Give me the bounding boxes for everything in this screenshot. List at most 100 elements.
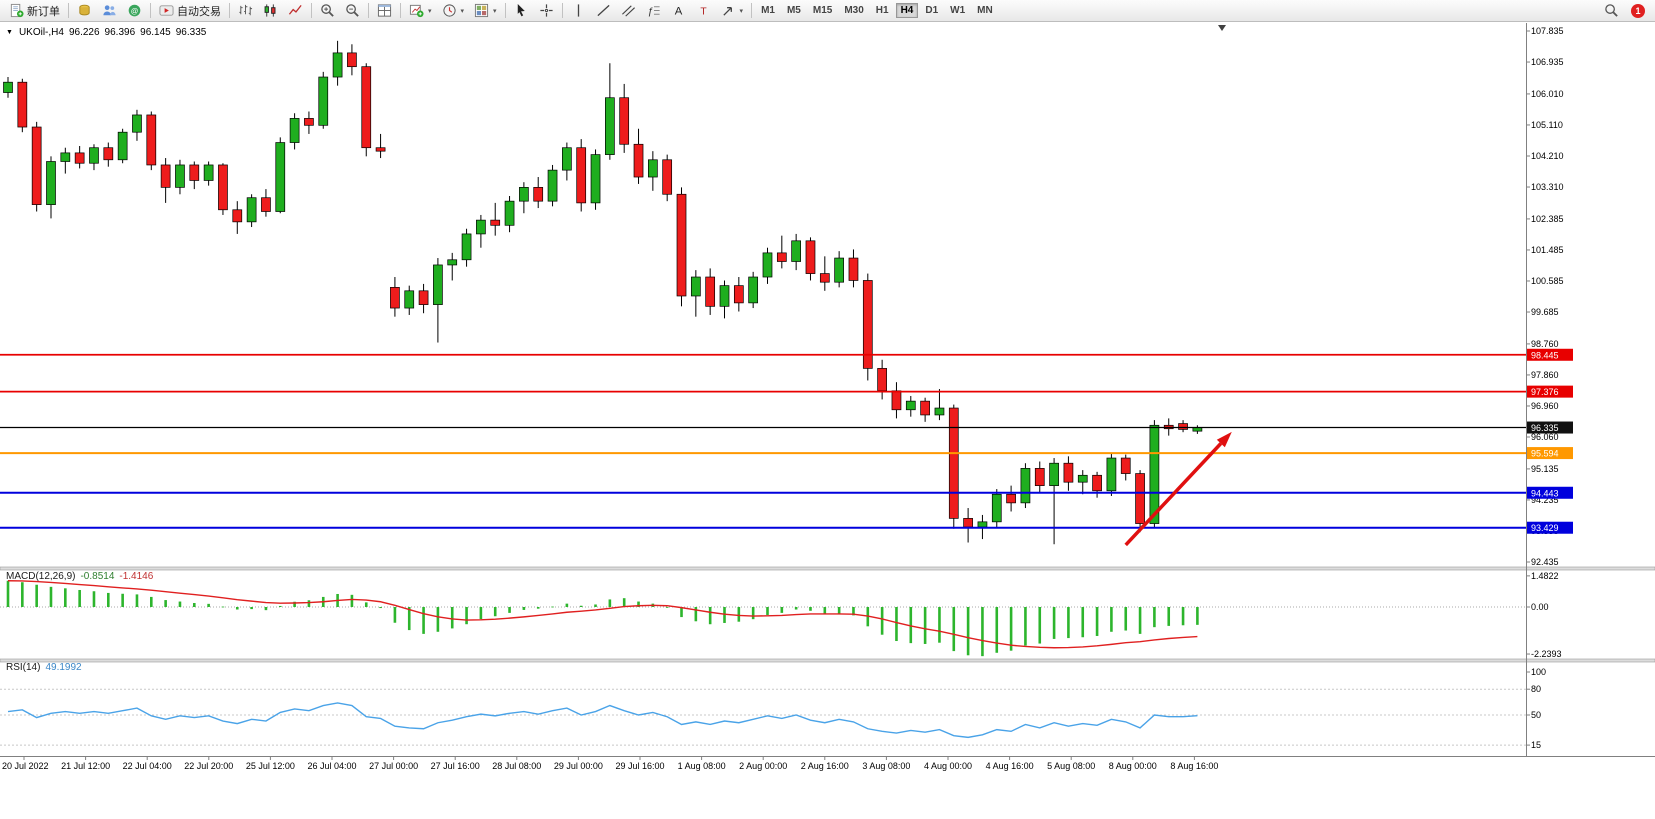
time-scale[interactable]: 20 Jul 2022 21 Jul 12:00 22 Jul 04:00 22 Ju…	[2, 756, 1218, 772]
tab-timeframe-m1[interactable]: M1	[756, 3, 780, 18]
svg-text:0.00: 0.00	[1531, 602, 1549, 612]
svg-text:104.210: 104.210	[1531, 151, 1564, 161]
pane-divider[interactable]	[0, 566, 1655, 571]
chart-ohlc-header: ▼ UKOil-,H4 96.226 96.396 96.145 96.335	[6, 27, 206, 38]
zoom-out-icon-button[interactable]	[341, 1, 364, 20]
tab-timeframe-h4[interactable]: H4	[895, 3, 919, 18]
svg-text:@: @	[131, 6, 139, 15]
svg-text:5 Aug 08:00: 5 Aug 08:00	[1047, 761, 1095, 771]
zoom-out-icon	[345, 3, 360, 18]
bar-chart-icon-button[interactable]	[234, 1, 257, 20]
label-icon-button[interactable]: T	[692, 1, 715, 20]
one-click-trading-toggle-icon[interactable]: ▼	[6, 29, 13, 36]
svg-text:93.429: 93.429	[1531, 523, 1559, 533]
price-tag-98.445: 98.445	[1527, 348, 1573, 361]
svg-text:21 Jul 12:00: 21 Jul 12:00	[61, 761, 110, 771]
tile-windows-icon-button[interactable]	[373, 1, 396, 20]
profiles-icon	[102, 3, 117, 18]
tab-timeframe-m30[interactable]: M30	[839, 3, 868, 18]
macd-signal-value: -1.4146	[119, 571, 154, 582]
svg-text:103.310: 103.310	[1531, 182, 1564, 192]
shapes-icon-button[interactable]: ▾	[717, 1, 748, 20]
trendline-icon-button[interactable]	[592, 1, 615, 20]
chart-shift-marker[interactable]	[1218, 25, 1226, 31]
search-icon	[1604, 3, 1619, 18]
text-icon-button[interactable]: A	[667, 1, 690, 20]
chart-low-value: 96.145	[140, 27, 171, 38]
bar-chart-icon	[238, 3, 253, 18]
svg-text:22 Jul 04:00: 22 Jul 04:00	[123, 761, 172, 771]
svg-text:26 Jul 04:00: 26 Jul 04:00	[307, 761, 356, 771]
template-icon-button[interactable]: ▾	[470, 1, 501, 20]
chevron-down-icon: ▾	[428, 7, 432, 15]
tab-timeframe-w1[interactable]: W1	[945, 3, 970, 18]
market-watch-icon-button[interactable]	[73, 1, 96, 20]
price-tag-97.376: 97.376	[1527, 385, 1573, 398]
vertical-line-icon	[571, 3, 586, 18]
price-scale[interactable]: 107.835 106.935 106.010 105.110 104.210 103.3…	[1526, 26, 1564, 567]
rsi-scale[interactable]: 100 80 50 15	[1526, 667, 1546, 750]
svg-text:27 Jul 00:00: 27 Jul 00:00	[369, 761, 418, 771]
macd-scale[interactable]: 1.4822 0.00 -2.2393	[1526, 571, 1562, 659]
cursor-icon	[514, 3, 529, 18]
notification-badge[interactable]: 1	[1631, 3, 1645, 18]
rsi-value: 49.1992	[45, 662, 82, 673]
new-order-label: 新订单	[27, 5, 60, 18]
svg-text:A: A	[674, 6, 682, 18]
trend-arrow[interactable]	[1124, 431, 1232, 547]
tab-timeframe-h1[interactable]: H1	[871, 3, 894, 18]
tab-timeframe-mn[interactable]: MN	[972, 3, 998, 18]
new-chart-icon-button[interactable]: ▾	[405, 1, 436, 20]
price-tag-94.443: 94.443	[1527, 486, 1573, 499]
profiles-icon-button[interactable]	[98, 1, 121, 20]
line-chart-icon-button[interactable]	[284, 1, 307, 20]
toolbar-separator	[751, 3, 753, 18]
tab-timeframe-d1[interactable]: D1	[920, 3, 943, 18]
rsi-pane-label: RSI(14) 49.1992	[6, 662, 82, 673]
candlestick-chart-icon-button[interactable]	[259, 1, 282, 20]
toolbar-separator	[504, 3, 506, 18]
crosshair-icon-button[interactable]	[535, 1, 558, 20]
macd-indicator-name: MACD(12,26,9)	[6, 571, 76, 582]
chevron-down-icon: ▾	[460, 7, 465, 15]
svg-text:28 Jul 08:00: 28 Jul 08:00	[492, 761, 541, 771]
svg-text:ƒ: ƒ	[647, 6, 653, 17]
chart-open-value: 96.226	[68, 27, 100, 38]
svg-text:27 Jul 16:00: 27 Jul 16:00	[431, 761, 480, 771]
svg-text:2 Aug 00:00: 2 Aug 00:00	[739, 761, 787, 771]
new-order-button[interactable]: 新订单	[5, 1, 64, 20]
channel-icon-button[interactable]	[617, 1, 640, 20]
community-icon: @	[127, 3, 142, 18]
svg-text:95.594: 95.594	[1531, 449, 1559, 459]
shapes-icon	[721, 3, 736, 18]
pane-divider[interactable]	[0, 658, 1655, 663]
line-chart-icon	[288, 3, 303, 18]
template-icon	[474, 3, 489, 18]
zoom-in-icon-button[interactable]	[316, 1, 339, 20]
toolbar-separator	[229, 3, 230, 18]
toolbar-separator	[400, 3, 401, 18]
svg-text:29 Jul 00:00: 29 Jul 00:00	[554, 761, 603, 771]
svg-text:94.235: 94.235	[1531, 495, 1559, 505]
tab-timeframe-m5[interactable]: M5	[782, 3, 806, 18]
autotrade-button[interactable]: 自动交易	[155, 1, 225, 20]
market-watch-icon	[77, 3, 92, 18]
period-icon-button[interactable]: ▾	[438, 1, 469, 20]
main-toolbar: 新订单 @ 自动交易 ▾ ▾ ▾ ƒ A T ▾ M1 M5 M15 M30 H1 H4 D1 W1 MN 1	[0, 0, 1655, 22]
vertical-line-icon-button[interactable]	[567, 1, 590, 20]
zoom-in-icon	[320, 3, 335, 18]
tab-timeframe-m15[interactable]: M15	[808, 3, 837, 18]
fibonacci-icon: ƒ	[646, 3, 661, 18]
cursor-icon-button[interactable]	[510, 1, 533, 20]
fibonacci-icon-button[interactable]: ƒ	[642, 1, 665, 20]
svg-text:8 Aug 00:00: 8 Aug 00:00	[1109, 761, 1157, 771]
search-button[interactable]	[1600, 1, 1623, 20]
macd-pane	[0, 580, 1526, 657]
chart-symbol-period: UKOil-,H4	[18, 27, 64, 38]
svg-text:8 Aug 16:00: 8 Aug 16:00	[1170, 761, 1218, 771]
community-icon-button[interactable]: @	[123, 1, 146, 20]
macd-pane-label: MACD(12,26,9) -0.8514 -1.4146	[6, 571, 153, 582]
svg-text:96.060: 96.060	[1531, 432, 1559, 442]
svg-text:97.860: 97.860	[1531, 370, 1559, 380]
